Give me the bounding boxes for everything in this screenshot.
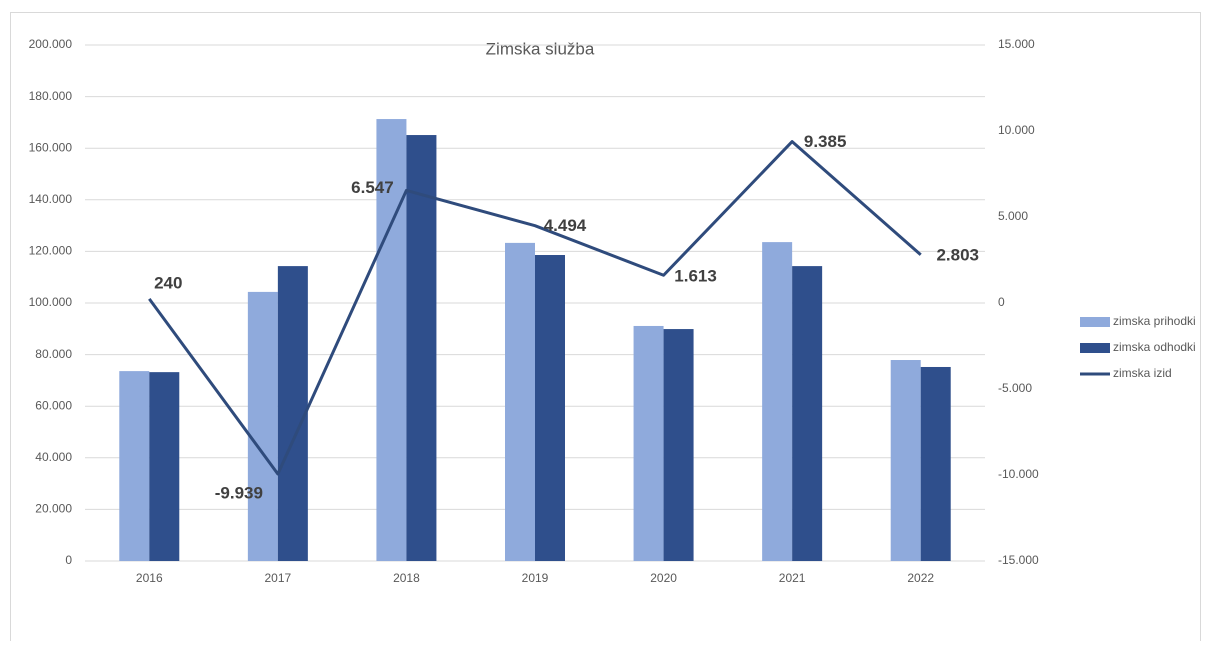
y-tick-label: 180.000	[29, 89, 73, 103]
data-label: 9.385	[804, 132, 847, 151]
bar	[535, 255, 565, 561]
bar	[277, 266, 308, 561]
x-tick-label: 2020	[650, 571, 677, 585]
y-tick-label: 0	[65, 553, 72, 567]
bar	[247, 291, 278, 561]
data-label: -9.939	[215, 483, 263, 502]
data-label: 4.494	[544, 216, 587, 235]
legend-label: zimska izid	[1113, 366, 1172, 380]
data-label: 1.613	[674, 267, 717, 286]
x-tick-label: 2018	[393, 571, 420, 585]
y-tick-label: 20.000	[35, 502, 72, 516]
legend-label: zimska odhodki	[1113, 340, 1196, 354]
y2-tick-label: -10.000	[998, 467, 1039, 481]
bar	[119, 371, 150, 561]
bar	[505, 242, 535, 562]
line-series	[148, 140, 922, 476]
x-tick-label: 2019	[522, 571, 549, 585]
data-label: 6.547	[351, 178, 394, 197]
y-tick-label: 80.000	[35, 347, 72, 361]
y-tick-label: 100.000	[29, 295, 73, 309]
x-tick-label: 2021	[779, 571, 806, 585]
legend-swatch	[1080, 343, 1110, 353]
y2-tick-label: 15.000	[998, 37, 1035, 51]
bar	[762, 242, 793, 561]
y-tick-label: 60.000	[35, 398, 72, 412]
data-label: 2.803	[936, 245, 979, 264]
y2-tick-label: 0	[998, 295, 1005, 309]
legend-label: zimska prihodki	[1113, 314, 1196, 328]
y2-tick-label: -15.000	[998, 553, 1039, 567]
bar	[633, 325, 664, 561]
bar	[376, 119, 407, 562]
y-tick-label: 120.000	[29, 244, 73, 258]
bar	[663, 329, 694, 561]
bar	[890, 360, 921, 561]
bar	[406, 135, 437, 562]
bar	[792, 266, 823, 561]
x-tick-label: 2016	[136, 571, 163, 585]
legend-swatch	[1080, 317, 1110, 327]
y2-tick-label: -5.000	[998, 381, 1032, 395]
data-label: 240	[154, 273, 182, 292]
x-tick-label: 2017	[265, 571, 292, 585]
y2-tick-label: 10.000	[998, 123, 1035, 137]
y-tick-label: 140.000	[29, 192, 73, 206]
chart-title: Zimska služba	[486, 39, 595, 58]
x-tick-label: 2022	[907, 571, 934, 585]
y2-tick-label: 5.000	[998, 209, 1028, 223]
y-tick-label: 160.000	[29, 140, 73, 154]
y-tick-label: 200.000	[29, 37, 73, 51]
bar	[920, 366, 951, 561]
y-tick-label: 40.000	[35, 450, 72, 464]
bar	[149, 372, 180, 561]
chart-border	[10, 12, 1201, 646]
